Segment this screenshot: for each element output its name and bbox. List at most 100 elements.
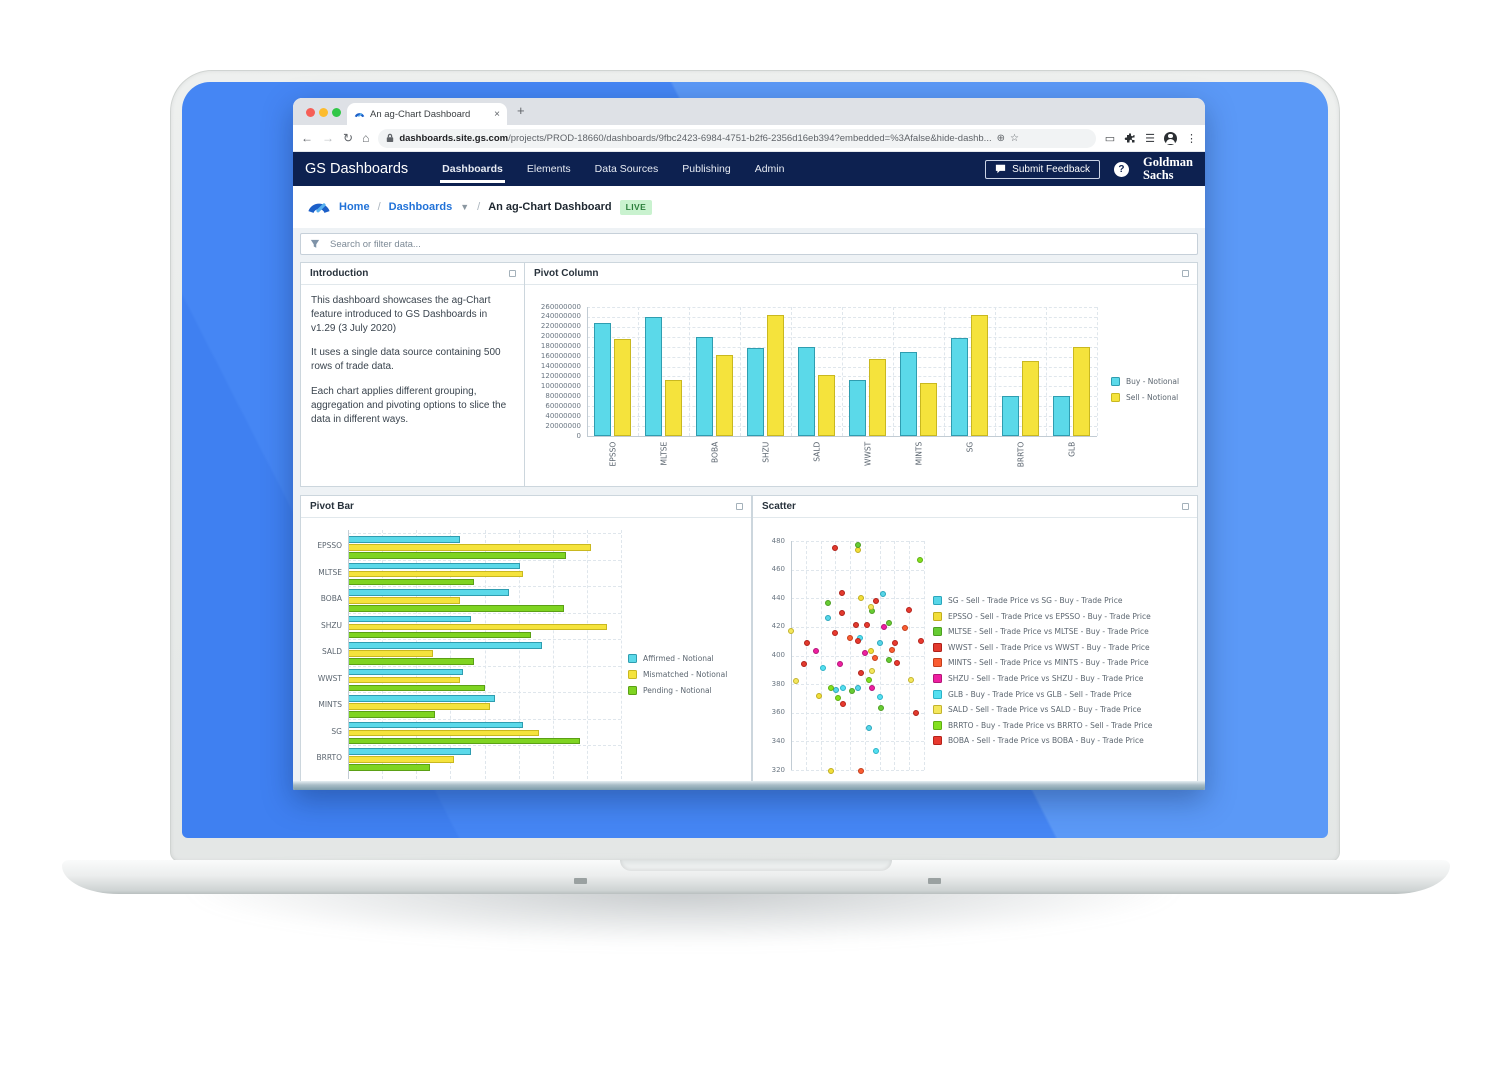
legend-item[interactable]: GLB - Buy - Trade Price vs GLB - Sell - … — [933, 689, 1132, 699]
scatter-point[interactable] — [869, 685, 876, 692]
scatter-point[interactable] — [801, 661, 808, 668]
scatter-point[interactable] — [917, 556, 923, 563]
column-bar[interactable] — [869, 358, 886, 436]
bar-horizontal[interactable] — [348, 748, 471, 755]
bar-horizontal[interactable] — [348, 631, 531, 638]
scatter-point[interactable] — [815, 692, 822, 699]
scatter-point[interactable] — [886, 656, 893, 663]
address-bar[interactable]: dashboards.site.gs.com/projects/PROD-186… — [378, 128, 1096, 148]
scatter-point[interactable] — [879, 590, 886, 597]
scatter-point[interactable] — [877, 694, 884, 700]
reading-list-icon[interactable]: ☰ — [1145, 132, 1155, 145]
scatter-point[interactable] — [873, 598, 880, 605]
column-bar[interactable] — [798, 347, 815, 436]
scatter-point[interactable] — [869, 668, 876, 675]
forward-icon[interactable]: → — [322, 131, 334, 145]
legend-item[interactable]: WWST - Sell - Trade Price vs WWST - Buy … — [933, 642, 1150, 652]
column-bar[interactable] — [1053, 395, 1070, 436]
scatter-point[interactable] — [877, 639, 884, 646]
scatter-point[interactable] — [837, 661, 844, 668]
help-icon[interactable]: ? — [1113, 161, 1129, 177]
column-bar[interactable] — [849, 380, 866, 436]
legend-item[interactable]: SHZU - Sell - Trade Price vs SHZU - Buy … — [933, 674, 1143, 683]
bar-horizontal[interactable] — [348, 623, 608, 630]
scatter-point[interactable] — [854, 685, 861, 692]
bar-horizontal[interactable] — [348, 684, 485, 691]
bar-horizontal[interactable] — [348, 589, 510, 596]
scatter-point[interactable] — [825, 615, 832, 622]
scatter-point[interactable] — [831, 629, 838, 636]
scatter-point[interactable] — [918, 638, 925, 645]
scatter-point[interactable] — [825, 599, 832, 606]
back-icon[interactable]: ← — [301, 131, 313, 145]
bar-horizontal[interactable] — [348, 605, 564, 612]
column-bar[interactable] — [951, 338, 968, 436]
scatter-point[interactable] — [858, 768, 865, 775]
scatter-point[interactable] — [803, 639, 810, 646]
column-bar[interactable] — [1002, 396, 1019, 436]
bar-horizontal[interactable] — [348, 544, 591, 551]
scatter-point[interactable] — [813, 648, 820, 655]
extensions-puzzle-icon[interactable] — [1124, 132, 1136, 144]
legend-item[interactable]: SALD - Sell - Trade Price vs SALD - Buy … — [933, 705, 1141, 715]
column-bar[interactable] — [594, 322, 611, 436]
scatter-point[interactable] — [867, 603, 874, 610]
scatter-point[interactable] — [839, 685, 846, 692]
tab-close-icon[interactable]: × — [494, 108, 500, 120]
nav-item-data-sources[interactable]: Data Sources — [594, 163, 659, 175]
legend-item[interactable]: SG - Sell - Trade Price vs SG - Buy - Tr… — [933, 596, 1122, 605]
legend-item[interactable]: MLTSE - Sell - Trade Price vs MLTSE - Bu… — [933, 627, 1149, 637]
legend-item[interactable]: Mismatched - Notional — [628, 670, 727, 679]
bar-horizontal[interactable] — [348, 536, 460, 543]
app-brand[interactable]: GS Dashboards — [305, 161, 409, 177]
bar-horizontal[interactable] — [348, 703, 490, 710]
bar-horizontal[interactable] — [348, 615, 471, 622]
scatter-point[interactable] — [867, 648, 874, 655]
legend-item[interactable]: Pending - Notional — [628, 686, 712, 695]
scatter-point[interactable] — [858, 595, 865, 602]
home-icon[interactable]: ⌂ — [362, 131, 370, 145]
bar-horizontal[interactable] — [348, 721, 523, 728]
scatter-point[interactable] — [906, 606, 913, 613]
legend-item[interactable]: MINTS - Sell - Trade Price vs MINTS - Bu… — [933, 658, 1149, 668]
submit-feedback-button[interactable]: Submit Feedback — [985, 159, 1100, 179]
scatter-point[interactable] — [889, 646, 896, 653]
share-icon[interactable]: ⊕ — [996, 132, 1005, 144]
nav-item-admin[interactable]: Admin — [754, 163, 785, 175]
column-bar[interactable] — [1073, 346, 1090, 436]
minimize-window-button[interactable] — [319, 108, 328, 117]
bar-horizontal[interactable] — [348, 552, 567, 559]
scatter-point[interactable] — [862, 649, 869, 656]
nav-item-dashboards[interactable]: Dashboards — [430, 152, 515, 186]
scatter-point[interactable] — [827, 685, 834, 692]
profile-avatar[interactable] — [1164, 131, 1177, 145]
legend-item[interactable]: Sell - Notional — [1111, 393, 1178, 402]
scatter-point[interactable] — [854, 542, 861, 549]
search-input[interactable] — [328, 237, 1188, 251]
scatter-point[interactable] — [907, 676, 914, 683]
legend-item[interactable]: BRRTO - Buy - Trade Price vs BRRTO - Sel… — [933, 720, 1152, 730]
scatter-point[interactable] — [834, 695, 841, 702]
scatter-point[interactable] — [891, 639, 898, 646]
chevron-down-icon[interactable]: ▼ — [460, 202, 470, 212]
scatter-point[interactable] — [788, 628, 794, 635]
scatter-point[interactable] — [831, 545, 838, 552]
scatter-point[interactable] — [866, 725, 873, 732]
scatter-point[interactable] — [839, 701, 846, 708]
column-bar[interactable] — [645, 317, 662, 436]
panel-expand-icon[interactable] — [509, 270, 516, 277]
scatter-point[interactable] — [833, 686, 840, 693]
breadcrumb-home-link[interactable]: Home — [339, 201, 370, 213]
column-bar[interactable] — [747, 347, 764, 436]
scatter-point[interactable] — [854, 638, 861, 645]
bar-horizontal[interactable] — [348, 764, 430, 771]
scatter-point[interactable] — [886, 619, 893, 626]
nav-item-publishing[interactable]: Publishing — [682, 163, 731, 175]
scatter-point[interactable] — [863, 622, 870, 629]
scatter-point[interactable] — [871, 655, 878, 662]
scatter-point[interactable] — [838, 609, 845, 616]
scatter-point[interactable] — [913, 709, 920, 716]
scatter-point[interactable] — [881, 623, 888, 630]
bar-horizontal[interactable] — [348, 729, 540, 736]
scatter-point[interactable] — [819, 665, 826, 672]
